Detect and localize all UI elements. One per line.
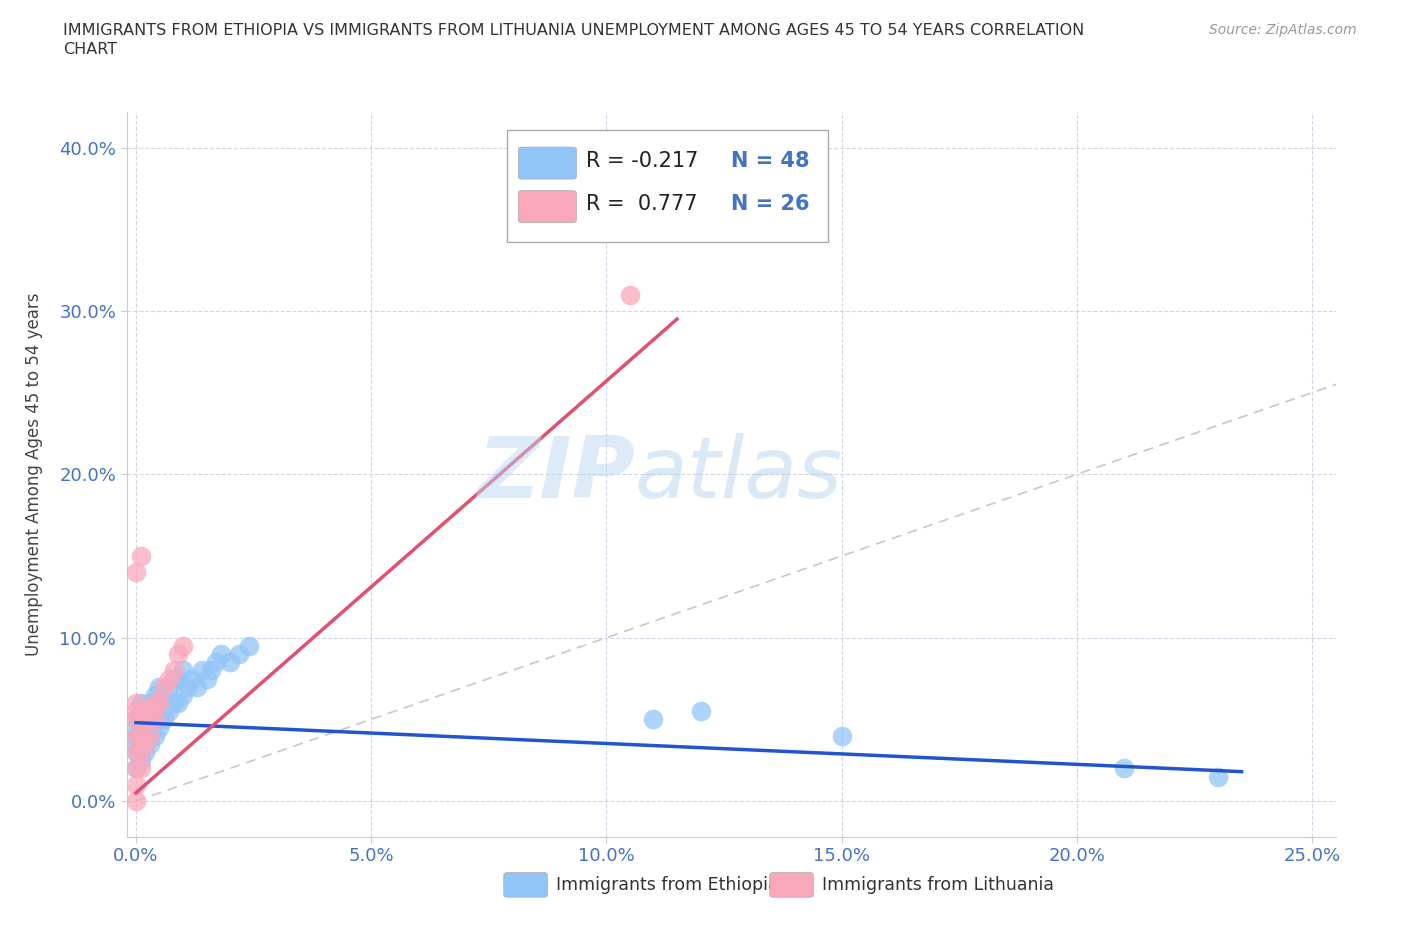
- Point: [191, 663, 214, 678]
- Point: [125, 761, 148, 776]
- Point: [125, 565, 148, 579]
- Point: [167, 646, 190, 661]
- Point: [238, 638, 260, 653]
- Point: [129, 728, 152, 743]
- Point: [129, 745, 152, 760]
- Point: [1206, 769, 1229, 784]
- Text: N = 26: N = 26: [731, 194, 810, 215]
- Point: [148, 696, 170, 711]
- Point: [172, 638, 194, 653]
- Point: [125, 737, 148, 751]
- Point: [643, 712, 665, 727]
- Point: [148, 696, 170, 711]
- Point: [129, 549, 152, 564]
- Point: [619, 287, 641, 302]
- Point: [162, 671, 184, 686]
- Point: [205, 655, 228, 670]
- Point: [172, 663, 194, 678]
- Point: [125, 728, 148, 743]
- Point: [200, 663, 222, 678]
- Point: [139, 712, 162, 727]
- Point: [143, 728, 166, 743]
- Point: [125, 720, 148, 735]
- Point: [148, 679, 170, 694]
- Text: IMMIGRANTS FROM ETHIOPIA VS IMMIGRANTS FROM LITHUANIA UNEMPLOYMENT AMONG AGES 45: IMMIGRANTS FROM ETHIOPIA VS IMMIGRANTS F…: [63, 23, 1084, 38]
- Point: [162, 696, 184, 711]
- Point: [157, 679, 180, 694]
- Point: [134, 720, 156, 735]
- Point: [139, 728, 162, 743]
- Point: [831, 728, 853, 743]
- FancyBboxPatch shape: [519, 191, 576, 222]
- Point: [1112, 761, 1135, 776]
- Point: [134, 704, 156, 719]
- Text: N = 48: N = 48: [731, 151, 810, 171]
- Point: [186, 679, 208, 694]
- Point: [129, 696, 152, 711]
- Point: [143, 687, 166, 702]
- Text: R =  0.777: R = 0.777: [586, 194, 697, 215]
- Point: [139, 696, 162, 711]
- Text: ZIP: ZIP: [477, 432, 634, 516]
- Text: CHART: CHART: [63, 42, 117, 57]
- Point: [125, 712, 148, 727]
- Point: [129, 712, 152, 727]
- Point: [134, 745, 156, 760]
- FancyBboxPatch shape: [519, 147, 576, 179]
- Point: [689, 704, 711, 719]
- Point: [167, 671, 190, 686]
- Point: [139, 737, 162, 751]
- Point: [157, 704, 180, 719]
- Point: [195, 671, 218, 686]
- Text: Immigrants from Ethiopia: Immigrants from Ethiopia: [555, 876, 779, 894]
- Point: [162, 663, 184, 678]
- Point: [181, 671, 204, 686]
- Point: [129, 712, 152, 727]
- Point: [125, 704, 148, 719]
- Point: [125, 745, 148, 760]
- Point: [125, 761, 148, 776]
- Point: [209, 646, 232, 661]
- Point: [177, 679, 200, 694]
- Point: [129, 728, 152, 743]
- Point: [167, 696, 190, 711]
- Point: [129, 752, 152, 767]
- Point: [219, 655, 242, 670]
- FancyBboxPatch shape: [503, 872, 547, 897]
- Point: [125, 777, 148, 792]
- Text: R = -0.217: R = -0.217: [586, 151, 699, 171]
- Point: [228, 646, 250, 661]
- Point: [172, 687, 194, 702]
- Point: [153, 679, 176, 694]
- FancyBboxPatch shape: [508, 130, 828, 242]
- Text: Immigrants from Lithuania: Immigrants from Lithuania: [821, 876, 1054, 894]
- Text: atlas: atlas: [634, 432, 842, 516]
- Point: [157, 671, 180, 686]
- Y-axis label: Unemployment Among Ages 45 to 54 years: Unemployment Among Ages 45 to 54 years: [24, 293, 42, 656]
- Point: [143, 712, 166, 727]
- Point: [125, 696, 148, 711]
- Point: [125, 793, 148, 808]
- Point: [148, 720, 170, 735]
- Point: [129, 704, 152, 719]
- Point: [129, 761, 152, 776]
- Text: Source: ZipAtlas.com: Source: ZipAtlas.com: [1209, 23, 1357, 37]
- Point: [153, 687, 176, 702]
- Point: [134, 712, 156, 727]
- Point: [125, 728, 148, 743]
- Point: [143, 704, 166, 719]
- Point: [134, 737, 156, 751]
- Point: [153, 712, 176, 727]
- Point: [125, 745, 148, 760]
- Point: [139, 704, 162, 719]
- Point: [143, 696, 166, 711]
- FancyBboxPatch shape: [770, 872, 813, 897]
- Point: [125, 712, 148, 727]
